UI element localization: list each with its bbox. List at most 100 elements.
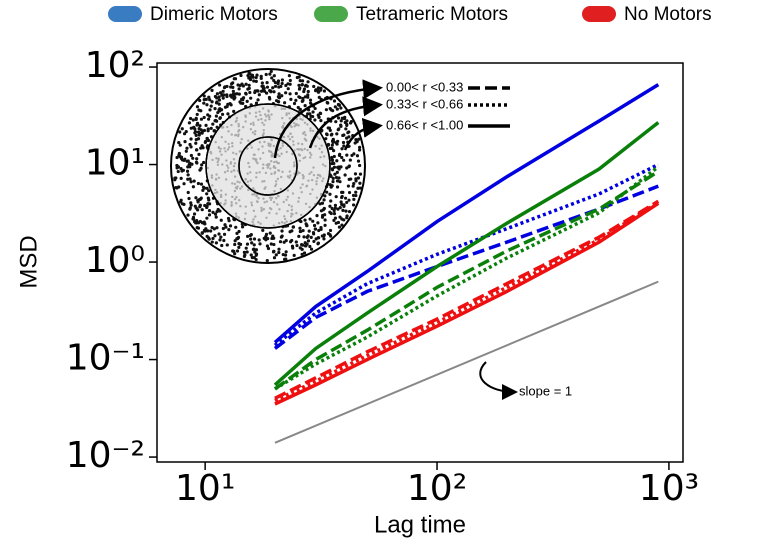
inset-dot: [332, 212, 337, 216]
inset-dot: [202, 128, 207, 133]
inset-dot: [252, 237, 257, 241]
inset-dot: [321, 213, 325, 218]
inset-dot: [260, 206, 263, 210]
data-line: [273, 121, 660, 387]
inset-dot: [207, 198, 211, 202]
inset-dot: [214, 177, 218, 181]
inset-dot: [221, 96, 225, 100]
inset-dot: [200, 231, 204, 235]
inset-dot: [297, 234, 301, 238]
inset-dot: [286, 189, 290, 192]
inset-dot: [304, 138, 308, 142]
inset-dot: [252, 121, 255, 125]
inset-dot: [214, 140, 217, 144]
inset-dot: [276, 81, 280, 86]
inset-dot: [345, 122, 349, 126]
inset-dot: [175, 166, 179, 170]
inset-dot: [247, 86, 251, 90]
inset-dot: [273, 84, 278, 88]
inset-dot: [320, 144, 323, 147]
inset-dot: [240, 138, 243, 141]
inset-dot: [274, 184, 277, 188]
inset-dot: [213, 106, 217, 111]
inset-dot: [288, 78, 292, 83]
legend-label: Tetrameric Motors: [356, 4, 508, 25]
inset-dot: [205, 186, 209, 190]
inset-dot: [306, 80, 310, 84]
inset-dot: [281, 142, 285, 145]
inset-dot: [283, 101, 287, 105]
inset-dot: [319, 175, 322, 178]
inset-dot: [313, 118, 317, 122]
inset-dot: [347, 198, 351, 202]
inset-dot: [308, 217, 312, 221]
inset-dot: [230, 123, 233, 127]
inset-dot: [240, 225, 245, 229]
inset-dot: [318, 111, 323, 116]
inset-dot: [329, 211, 333, 216]
inset-dot: [292, 101, 297, 106]
inset-dot: [345, 200, 349, 205]
inset-dot: [283, 253, 288, 257]
inset-dot: [267, 109, 270, 112]
inset-dot: [194, 148, 199, 152]
inset-dot: [261, 228, 265, 232]
inset-dot: [208, 114, 212, 118]
inset-dot: [189, 137, 193, 141]
inset-dot: [324, 164, 327, 168]
inset-dot: [203, 139, 208, 144]
inset-dot: [202, 101, 206, 105]
inset-dot: [223, 223, 227, 227]
inset-dot: [211, 122, 215, 126]
inset-dot: [257, 93, 261, 97]
inset-dot: [325, 190, 329, 194]
inset-dot: [212, 129, 216, 133]
inset-dot: [265, 115, 268, 118]
inset-dot: [206, 117, 211, 121]
inset-dot: [322, 177, 325, 180]
inset-dot: [232, 169, 236, 172]
inset-dot: [333, 203, 338, 207]
inset-dot: [223, 147, 226, 150]
inset-dot: [180, 127, 184, 131]
inset-dot: [251, 220, 254, 224]
inset-dot: [182, 202, 186, 206]
inset-dot: [177, 141, 181, 145]
inset-dot: [306, 239, 311, 243]
inset-dot: [260, 117, 263, 121]
inset-dot: [262, 163, 265, 166]
inset-dot: [268, 207, 272, 210]
inset-dot: [268, 231, 272, 235]
inset-dot: [261, 84, 265, 88]
inset-dot: [206, 129, 210, 133]
inset-dot: [356, 186, 360, 190]
inset-dot: [194, 116, 198, 120]
inset-dot: [195, 123, 199, 127]
inset-dot: [264, 91, 269, 95]
inset-dot: [306, 95, 310, 99]
inset-dot: [235, 249, 240, 253]
inset-dot: [216, 163, 220, 166]
x-tick-label: 10²: [407, 468, 467, 509]
inset-dot: [337, 225, 342, 229]
inset-dot: [255, 176, 258, 179]
inset-dot: [342, 158, 346, 162]
inset-dot: [229, 94, 233, 98]
inset-dot: [187, 121, 192, 125]
inset-dot: [215, 173, 218, 176]
inset-dot: [354, 190, 358, 194]
inset-dot: [279, 187, 282, 191]
inset-dot: [237, 130, 240, 133]
inset-dot: [217, 146, 221, 149]
inset-dot: [335, 107, 339, 111]
inset-dot: [312, 239, 316, 244]
inset-dot: [178, 154, 182, 159]
inset-dot: [184, 129, 188, 134]
inset-dot: [288, 176, 291, 179]
inset-dot: [272, 256, 277, 260]
inset-dot: [341, 133, 345, 138]
inset-dot: [338, 180, 342, 184]
inset-dot: [197, 152, 201, 156]
inset-dot: [355, 154, 360, 158]
data-line: [273, 162, 660, 347]
